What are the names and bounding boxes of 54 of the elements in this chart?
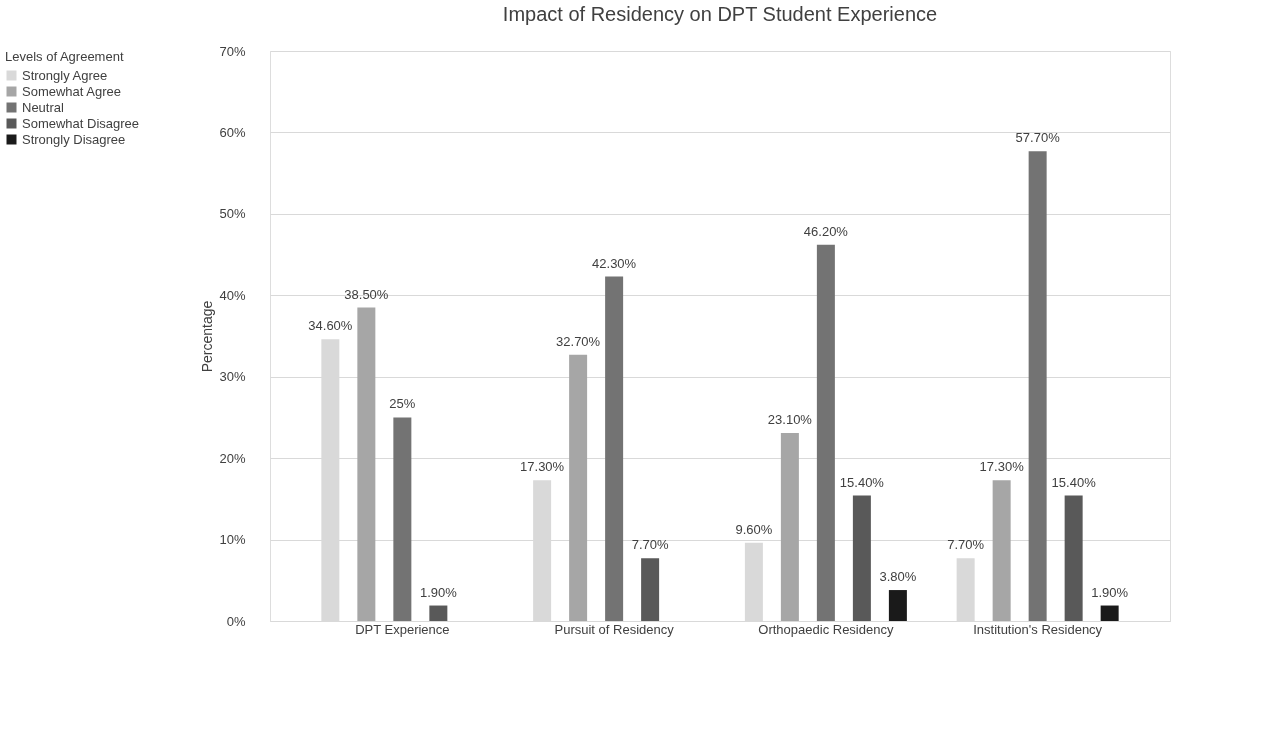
- data-label: 25%: [389, 396, 416, 412]
- data-label: 1.90%: [1091, 584, 1129, 600]
- bar: [992, 480, 1011, 621]
- bar: [393, 417, 412, 621]
- legend-title: Levels of Agreement: [5, 49, 124, 64]
- y-tick-label: 50%: [219, 206, 246, 222]
- data-label: 23.10%: [767, 411, 813, 427]
- y-tick-label: 0%: [226, 613, 246, 629]
- y-tick-label: 30%: [219, 369, 246, 385]
- data-label: 42.30%: [592, 255, 637, 271]
- data-label: 15.40%: [839, 474, 885, 490]
- y-tick-label: 40%: [219, 287, 246, 303]
- bar: [1064, 495, 1083, 621]
- y-tick-label: 20%: [219, 450, 246, 466]
- data-label: 34.60%: [308, 318, 353, 334]
- data-label: 15.40%: [1051, 474, 1097, 490]
- data-label: 3.80%: [879, 569, 917, 585]
- x-tick-label: DPT Experience: [355, 621, 450, 637]
- data-label: 7.70%: [631, 537, 669, 553]
- y-tick-label: 60%: [219, 124, 246, 140]
- bar: [956, 558, 975, 621]
- bar: [888, 590, 907, 621]
- bar: [816, 244, 835, 621]
- legend-label: Somewhat Agree: [22, 83, 122, 99]
- data-label: 1.90%: [419, 584, 458, 600]
- data-label: 57.70%: [1015, 130, 1061, 146]
- data-label: 17.30%: [520, 459, 565, 475]
- data-label: 7.70%: [947, 537, 985, 553]
- legend-label: Neutral: [22, 99, 65, 115]
- bar: [357, 307, 376, 621]
- data-label: 46.20%: [803, 223, 849, 239]
- data-label: 9.60%: [735, 521, 773, 537]
- y-tick-label: 70%: [219, 43, 246, 59]
- y-tick-label: 10%: [219, 532, 246, 548]
- chart-title: Impact of Residency on DPT Student Experience: [502, 3, 938, 25]
- data-label: 38.50%: [344, 286, 389, 302]
- bar: [429, 605, 448, 621]
- y-axis-title: Percentage: [199, 300, 216, 373]
- bar: [852, 495, 871, 621]
- x-tick-label: Orthopaedic Residency: [758, 621, 894, 637]
- bar: [1100, 605, 1119, 621]
- data-label: 17.30%: [979, 459, 1025, 475]
- bar: [1028, 151, 1047, 621]
- x-tick-label: Institution's Residency: [973, 621, 1103, 637]
- legend-label: Somewhat Disagree: [22, 115, 140, 131]
- bar: [569, 354, 588, 621]
- x-tick-label: Pursuit of Residency: [554, 621, 675, 637]
- bar: [641, 558, 660, 621]
- bar: [744, 542, 763, 621]
- data-label: 32.70%: [556, 333, 601, 349]
- bar: [780, 432, 799, 621]
- legend-label: Strongly Agree: [22, 67, 108, 83]
- legend-label: Strongly Disagree: [22, 131, 126, 147]
- bar: [605, 276, 624, 621]
